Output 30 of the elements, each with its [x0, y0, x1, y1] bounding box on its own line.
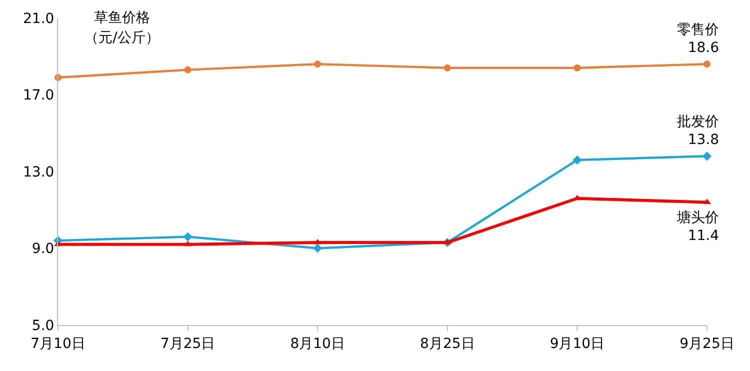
x-tick-label: 8月10日 — [290, 336, 345, 352]
data-label: 11.4 — [688, 228, 720, 244]
x-tick-label: 7月25日 — [160, 336, 216, 352]
y-tick-label: 17.0 — [23, 88, 54, 104]
point — [444, 64, 451, 72]
chart-title: 草鱼价格（元/公斤） — [84, 9, 160, 48]
y-tick-label: 9.0 — [32, 241, 54, 258]
point — [314, 238, 322, 244]
series-label: 零售价 — [677, 22, 719, 38]
data-label: 13.8 — [688, 132, 719, 148]
y-tick-label: 13.0 — [23, 164, 54, 180]
y-tick-label: 5.0 — [32, 318, 54, 334]
x-tick-label: 9月25日 — [680, 336, 734, 352]
point — [574, 64, 581, 72]
y-tick-label: 21.0 — [23, 10, 54, 27]
series-label: 批发价 — [677, 114, 719, 130]
point — [702, 152, 712, 161]
series-label: 塘头价 — [676, 210, 719, 226]
point — [313, 244, 322, 253]
point — [572, 155, 582, 165]
x-tick-label: 9月10日 — [550, 336, 605, 352]
point — [183, 232, 192, 242]
point — [184, 240, 192, 246]
point — [314, 60, 322, 68]
data-label: 18.6 — [688, 40, 720, 56]
point — [184, 66, 192, 74]
x-tick-label: 7月10日 — [30, 336, 86, 352]
point — [443, 238, 452, 244]
point — [704, 60, 710, 68]
x-tick-label: 8月25日 — [420, 336, 475, 352]
